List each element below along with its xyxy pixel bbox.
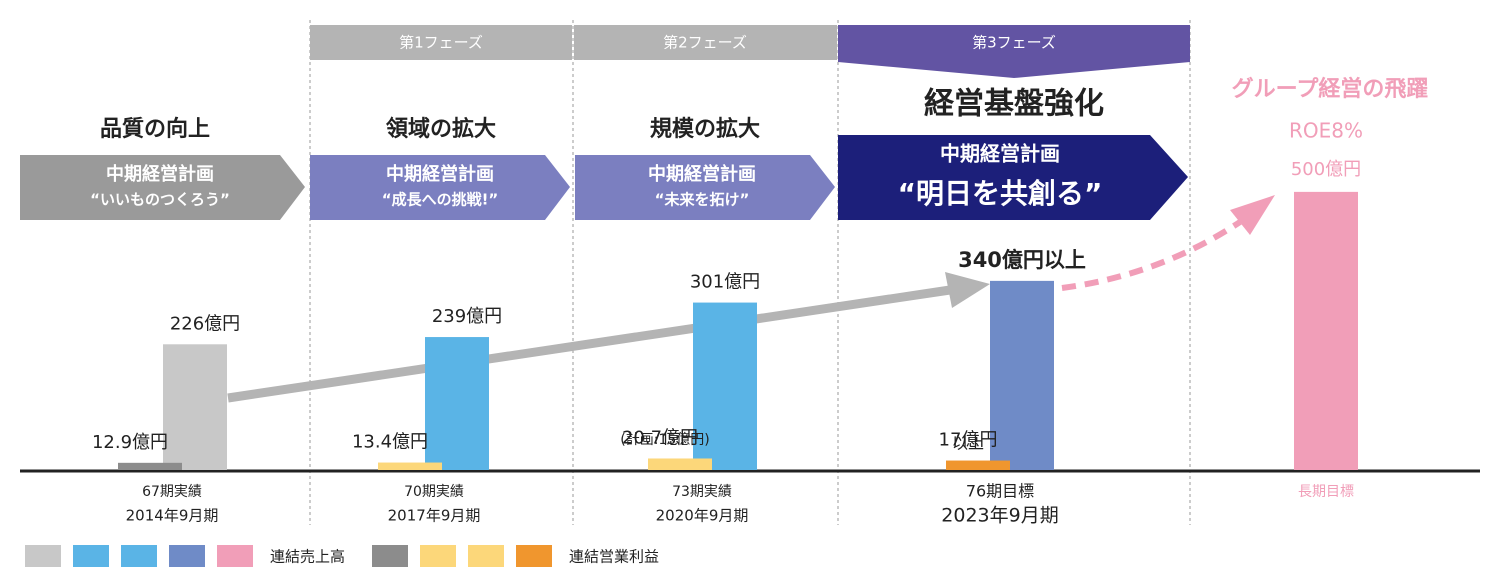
- plan-arrow: [575, 155, 835, 220]
- value-label: 301億円: [690, 272, 760, 293]
- value-label: 239億円: [432, 306, 502, 327]
- value-label: 12.9億円: [92, 432, 168, 453]
- phase-box: [574, 25, 837, 60]
- bar: [1294, 191, 1358, 470]
- x-tick-label: 76期目標: [966, 482, 1034, 501]
- phase-box: [310, 25, 572, 60]
- bar: [378, 462, 442, 470]
- dividers: [309, 20, 1191, 525]
- phase-label: 第2フェーズ: [663, 34, 747, 52]
- bar: [946, 460, 1010, 470]
- legend-swatch: [121, 545, 157, 567]
- bar: [163, 344, 227, 470]
- plan-slogan: “成長への挑戦!”: [382, 191, 499, 209]
- plan-arrow: [20, 155, 305, 220]
- value-label: 226億円: [170, 313, 240, 334]
- x-tick-label: 2023年9月期: [941, 505, 1058, 527]
- legend-swatch: [169, 545, 205, 567]
- legend-swatch: [73, 545, 109, 567]
- x-tick-label: 長期目標: [1298, 484, 1354, 500]
- theme: 規模の拡大: [650, 117, 760, 142]
- value-label: 17億円: [939, 430, 998, 451]
- plan-name: 中期経営計画: [940, 142, 1060, 166]
- value-label: 500億円: [1291, 159, 1361, 180]
- phase-label: 第3フェーズ: [972, 34, 1056, 52]
- legend-swatch: [516, 545, 552, 567]
- legend-swatch: [25, 545, 61, 567]
- bar: [425, 337, 489, 470]
- plan-name: 中期経営計画: [106, 163, 214, 185]
- bar: [693, 302, 757, 470]
- plan-slogan: “明日を共創る”: [898, 177, 1103, 210]
- legend-swatch: [217, 545, 253, 567]
- phase-label: 第1フェーズ: [399, 34, 483, 52]
- value-label: 340億円以上: [958, 248, 1086, 272]
- x-tick-label: 70期実績: [404, 484, 464, 500]
- bar: [118, 462, 182, 470]
- legend-label: 連結営業利益: [569, 548, 659, 566]
- plan-arrow: [838, 135, 1188, 220]
- plan-arrow: [310, 155, 570, 220]
- plan-name: 中期経営計画: [648, 163, 756, 185]
- value-label: 20.7億円: [622, 427, 698, 448]
- plan-slogan: “いいものつくろう”: [90, 191, 230, 209]
- annotation: (計画:15億円): [620, 432, 709, 448]
- annotation: ROE8%: [1289, 119, 1363, 143]
- annotation: 以上: [952, 434, 984, 453]
- theme: 領域の拡大: [386, 116, 496, 142]
- growth-arrow: [227, 272, 990, 403]
- value-label: 13.4億円: [352, 432, 428, 453]
- x-tick-label: 67期実績: [142, 484, 202, 500]
- plan-name: 中期経営計画: [386, 163, 494, 185]
- bar: [648, 458, 712, 470]
- theme: グループ経営の飛躍: [1232, 76, 1429, 102]
- theme: 経営基盤強化: [924, 87, 1104, 122]
- legend-swatch: [468, 545, 504, 567]
- x-tick-label: 73期実績: [672, 484, 732, 500]
- bar: [990, 280, 1054, 470]
- legend-swatch: [372, 545, 408, 567]
- x-tick-label: 2014年9月期: [126, 507, 219, 525]
- x-tick-label: 2020年9月期: [656, 507, 749, 525]
- legend-swatch: [420, 545, 456, 567]
- theme: 品質の向上: [100, 116, 210, 142]
- phase-box: [838, 25, 1190, 78]
- plan-slogan: “未来を拓け”: [655, 191, 750, 209]
- x-tick-label: 2017年9月期: [388, 507, 481, 525]
- legend-label: 連結売上高: [270, 548, 345, 566]
- future-arrow: [1061, 195, 1275, 291]
